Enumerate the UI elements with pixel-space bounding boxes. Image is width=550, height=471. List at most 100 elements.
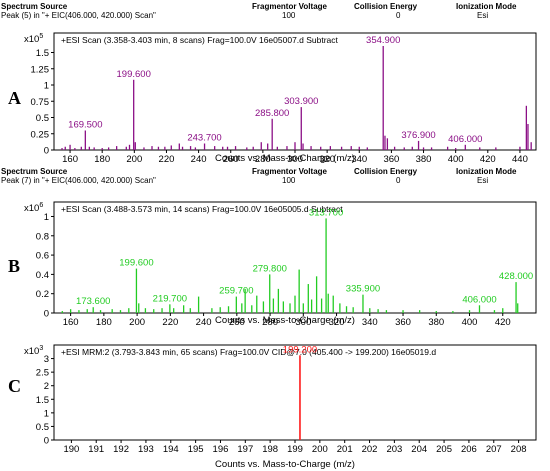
- header-spectrum-source-value: Peak (7) in "+ EIC(406.000, 420.000) Sca…: [1, 176, 156, 185]
- peak-label: 199.600: [117, 69, 151, 80]
- y-tick-label: 0.5: [36, 422, 49, 433]
- x-tick-label: 192: [113, 444, 129, 455]
- header-ionization-label: Ionization Mode: [456, 167, 517, 176]
- y-tick-label: 1.25: [31, 64, 50, 75]
- peak-label: 199.600: [119, 258, 153, 269]
- header-fragmentor-value: 100: [282, 176, 296, 185]
- y-tick-label: 0.2: [36, 289, 49, 300]
- x-tick-label: 208: [511, 444, 527, 455]
- peak-label: 169.500: [68, 120, 102, 131]
- x-tick-label: 300: [295, 317, 311, 328]
- x-tick-label: 320: [329, 317, 345, 328]
- y-tick-label: 2.5: [36, 368, 49, 379]
- y-tick-label: 1.5: [36, 395, 49, 406]
- x-axis-label: Counts vs. Mass-to-Charge (m/z): [215, 153, 355, 164]
- x-tick-label: 420: [495, 317, 511, 328]
- header-spectrum-source-value: Peak (5) in "+ EIC(406.000, 420.000) Sca…: [1, 11, 156, 20]
- y-tick-label: 3: [44, 354, 49, 365]
- x-tick-label: 380: [416, 154, 432, 165]
- x-tick-label: 240: [191, 154, 207, 165]
- plot-frame: [53, 201, 537, 314]
- plot-frame: [53, 344, 537, 441]
- header-spectrum-source-label: Spectrum Source: [1, 167, 68, 176]
- x-tick-label: 440: [512, 154, 528, 165]
- header-ionization-label: Ionization Mode: [456, 2, 517, 11]
- x-tick-label: 360: [383, 154, 399, 165]
- x-tick-label: 205: [436, 444, 452, 455]
- x-tick-label: 194: [163, 444, 179, 455]
- x-tick-label: 197: [237, 444, 253, 455]
- y-tick-label: 0: [44, 146, 49, 157]
- peak-label: 285.800: [255, 108, 289, 119]
- y-tick-label: 0.6: [36, 251, 49, 262]
- y-tick-label: 2: [44, 381, 49, 392]
- x-tick-label: 300: [287, 154, 303, 165]
- x-tick-label: 280: [255, 154, 271, 165]
- y-tick-label: 0.5: [36, 113, 49, 124]
- header-collision-label: Collision Energy: [354, 2, 418, 11]
- header-collision-value: 0: [396, 11, 401, 20]
- x-tick-label: 195: [188, 444, 204, 455]
- y-tick-label: 0: [44, 436, 49, 447]
- y-tick-label: 0.8: [36, 231, 49, 242]
- x-tick-label: 420: [480, 154, 496, 165]
- y-tick-label: 1: [44, 81, 49, 92]
- peak-label: 406.000: [448, 134, 482, 145]
- x-tick-label: 200: [126, 154, 142, 165]
- header-ionization-value: Esi: [477, 176, 488, 185]
- x-tick-label: 200: [312, 444, 328, 455]
- x-tick-label: 202: [362, 444, 378, 455]
- x-tick-label: 200: [129, 317, 145, 328]
- peak-label: 219.700: [153, 293, 187, 304]
- x-tick-label: 203: [386, 444, 402, 455]
- x-tick-label: 160: [63, 317, 79, 328]
- x-tick-label: 201: [337, 444, 353, 455]
- x-tick-label: 193: [138, 444, 154, 455]
- x-tick-label: 220: [162, 317, 178, 328]
- panel-letter: C: [8, 376, 21, 396]
- peak-label: 313.700: [309, 207, 343, 218]
- y-tick-label: 1: [44, 212, 49, 223]
- panel-letter: B: [8, 256, 20, 276]
- peak-label: 243.700: [187, 133, 221, 144]
- y-tick-label: 1: [44, 408, 49, 419]
- y-multiplier: x105: [24, 33, 43, 45]
- panel-c: +ESI MRM:2 (3.793-3.843 min, 65 scans) F…: [8, 344, 537, 470]
- y-tick-label: 0.4: [36, 270, 49, 281]
- header-collision-value: 0: [396, 176, 401, 185]
- x-tick-label: 206: [461, 444, 477, 455]
- x-tick-label: 340: [362, 317, 378, 328]
- peak-label: 279.800: [253, 263, 287, 274]
- x-axis-label: Counts vs. Mass-to-Charge (m/z): [215, 459, 355, 470]
- x-tick-label: 240: [196, 317, 212, 328]
- y-tick-label: 0.75: [31, 97, 50, 108]
- peak-label: 406.000: [462, 294, 496, 305]
- x-tick-label: 360: [395, 317, 411, 328]
- plot-frame: [53, 32, 537, 151]
- header-collision-label: Collision Energy: [354, 167, 418, 176]
- x-tick-label: 400: [462, 317, 478, 328]
- x-tick-label: 198: [262, 444, 278, 455]
- x-tick-label: 160: [62, 154, 78, 165]
- peak-label: 173.600: [76, 296, 110, 307]
- x-tick-label: 180: [94, 154, 110, 165]
- x-tick-label: 400: [448, 154, 464, 165]
- y-tick-label: 0: [44, 309, 49, 320]
- header-fragmentor-value: 100: [282, 11, 296, 20]
- y-multiplier: x103: [24, 345, 43, 357]
- peak-label: 259.700: [219, 286, 253, 297]
- peak-label: 199.200: [283, 344, 317, 355]
- header-fragmentor-label: Fragmentor Voltage: [252, 2, 328, 11]
- y-multiplier: x106: [24, 202, 43, 214]
- header-fragmentor-label: Fragmentor Voltage: [252, 167, 328, 176]
- peak-label: 428.000: [499, 271, 533, 282]
- panel-letter: A: [8, 88, 21, 108]
- x-axis-label: Counts vs. Mass-to-Charge (m/z): [215, 315, 355, 326]
- x-tick-label: 196: [213, 444, 229, 455]
- x-tick-label: 340: [351, 154, 367, 165]
- x-tick-label: 207: [486, 444, 502, 455]
